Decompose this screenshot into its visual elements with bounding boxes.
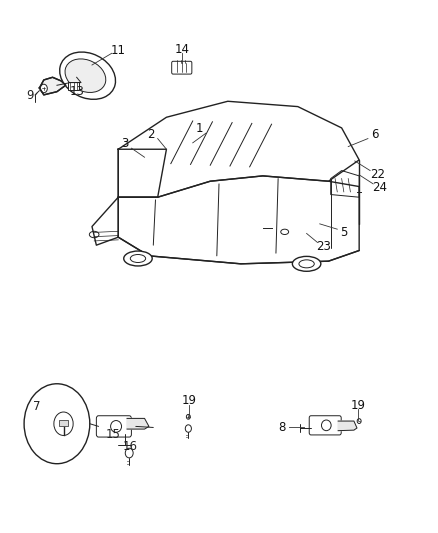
Circle shape bbox=[185, 425, 191, 432]
Text: 2: 2 bbox=[147, 128, 155, 141]
Text: 9: 9 bbox=[26, 90, 34, 102]
Ellipse shape bbox=[110, 421, 121, 432]
FancyBboxPatch shape bbox=[96, 416, 131, 437]
FancyBboxPatch shape bbox=[172, 61, 192, 74]
Text: 11: 11 bbox=[111, 44, 126, 56]
Text: 13: 13 bbox=[69, 85, 84, 98]
Circle shape bbox=[125, 448, 133, 458]
Ellipse shape bbox=[131, 255, 145, 263]
Text: 19: 19 bbox=[182, 394, 197, 407]
Polygon shape bbox=[127, 418, 149, 429]
Bar bbox=[59, 420, 68, 426]
Ellipse shape bbox=[65, 59, 106, 92]
FancyBboxPatch shape bbox=[309, 416, 341, 435]
Text: 16: 16 bbox=[123, 440, 138, 453]
Circle shape bbox=[54, 412, 73, 435]
Text: 5: 5 bbox=[340, 227, 347, 239]
Text: 19: 19 bbox=[351, 399, 366, 411]
Ellipse shape bbox=[292, 256, 321, 271]
Text: 23: 23 bbox=[316, 240, 331, 253]
Polygon shape bbox=[39, 77, 66, 95]
Ellipse shape bbox=[321, 420, 331, 431]
Text: 22: 22 bbox=[370, 168, 385, 181]
Text: 24: 24 bbox=[372, 181, 387, 194]
Ellipse shape bbox=[187, 415, 191, 419]
Text: 3: 3 bbox=[121, 138, 128, 150]
Ellipse shape bbox=[299, 260, 314, 268]
Text: 15: 15 bbox=[106, 428, 120, 441]
Ellipse shape bbox=[124, 251, 152, 266]
Bar bbox=[68, 82, 79, 90]
Ellipse shape bbox=[281, 229, 289, 235]
Polygon shape bbox=[331, 171, 359, 197]
Text: 1: 1 bbox=[195, 123, 203, 135]
Ellipse shape bbox=[60, 52, 116, 99]
Text: 14: 14 bbox=[174, 43, 189, 55]
Text: 7: 7 bbox=[33, 400, 41, 413]
Circle shape bbox=[24, 384, 90, 464]
Ellipse shape bbox=[357, 419, 361, 423]
Circle shape bbox=[40, 84, 47, 93]
Polygon shape bbox=[338, 421, 357, 431]
Text: 6: 6 bbox=[371, 128, 378, 141]
Text: 8: 8 bbox=[278, 421, 285, 434]
